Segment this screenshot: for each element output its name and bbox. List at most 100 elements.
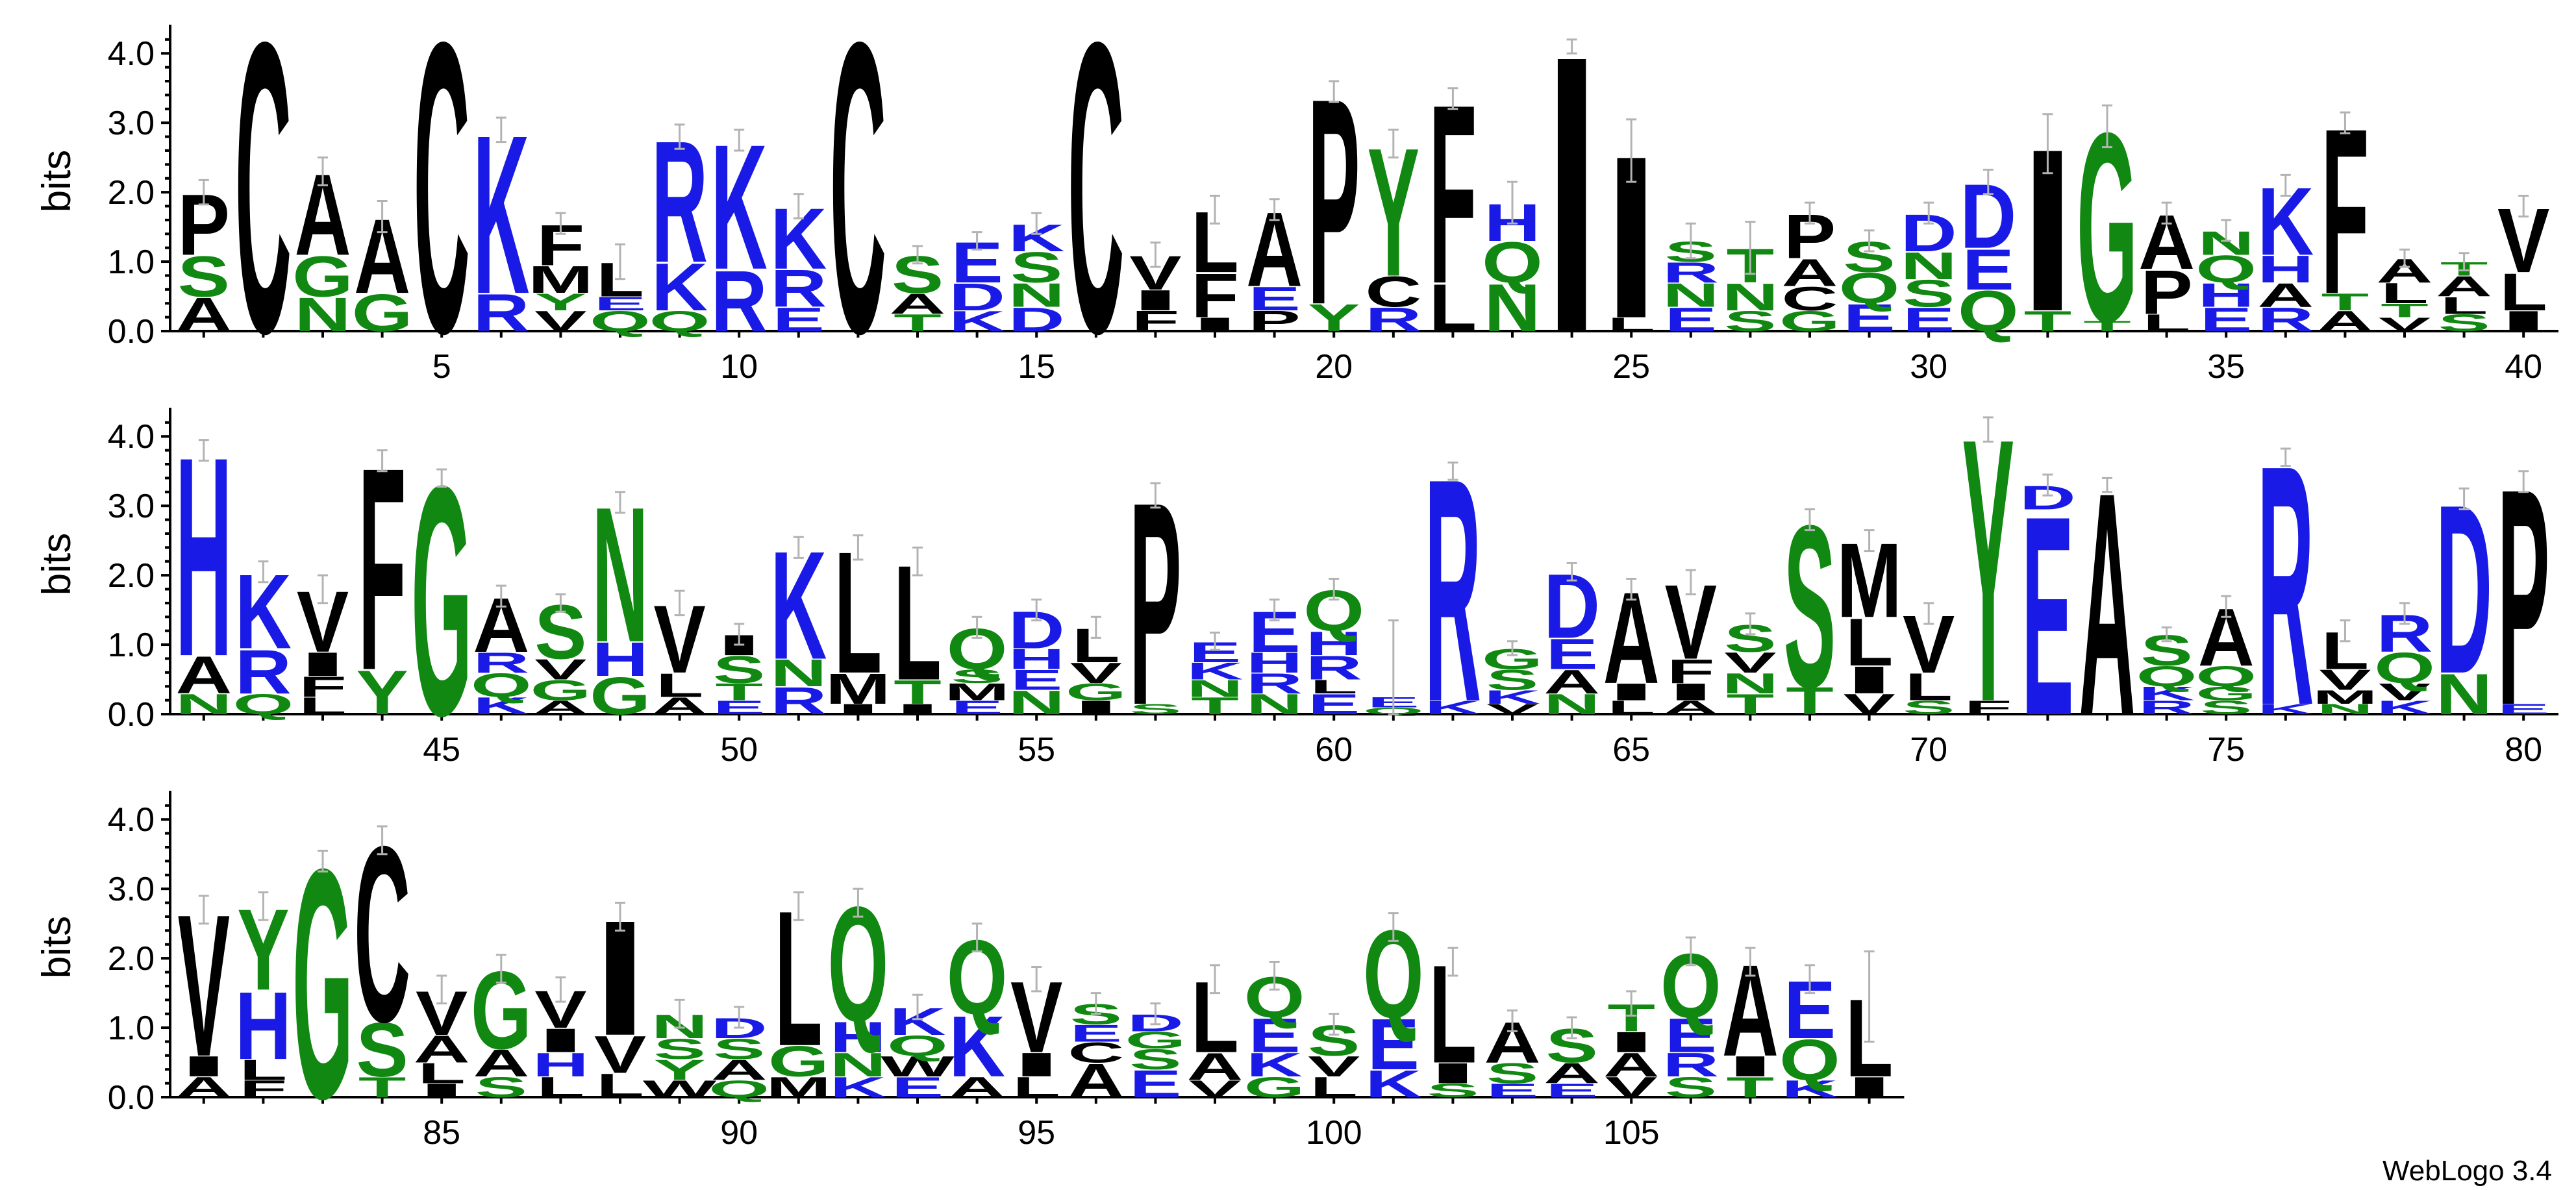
error-bar (555, 212, 566, 235)
x-tick-label: 70 (1910, 731, 1947, 769)
residue-A: A (1187, 1045, 1244, 1088)
residue-R: R (235, 637, 292, 707)
logo-column-101: KEQ (1363, 904, 1424, 1106)
residue-E: E (1248, 280, 1300, 317)
x-tick-label: 25 (1612, 348, 1650, 386)
logo-column-61: QE (1363, 619, 1424, 716)
logo-column-76: KR (2257, 395, 2314, 777)
error-bar (1507, 1009, 1518, 1032)
error-bar (377, 825, 388, 856)
error-bar (555, 976, 566, 1003)
error-bar (1566, 38, 1577, 55)
residue-S: S (713, 1033, 765, 1065)
error-bar (1329, 1013, 1340, 1036)
residue-Y: Y (356, 658, 408, 728)
residue-E: E (1665, 301, 1717, 338)
residue-R: R (1306, 649, 1362, 686)
x-tick-label: 10 (720, 348, 758, 386)
error-bar (1031, 212, 1042, 235)
y-tick-label: 0.0 (108, 1079, 155, 1117)
residue-I: I (1604, 1026, 1658, 1058)
logo-column-49: ALV (651, 586, 708, 719)
logo-column-52: IML (825, 515, 890, 717)
residue-E: E (2497, 701, 2549, 717)
logo-column-37: ATF (2317, 81, 2373, 343)
error-bar (1090, 615, 1101, 639)
residue-D: D (949, 276, 1005, 319)
residue-K: K (2377, 697, 2433, 718)
error-bar (1685, 222, 1696, 260)
error-bar (1447, 461, 1458, 481)
logo-column-104: EAS (1544, 1016, 1600, 1101)
residue-G: G (1066, 678, 1127, 706)
logo-column-88: LVI (593, 887, 647, 1105)
error-bar (1031, 599, 1042, 622)
residue-A: A (1782, 251, 1838, 294)
logo-column-13: TAS (890, 245, 946, 336)
residue-S: S (1903, 272, 1955, 315)
residue-N: N (1544, 688, 1600, 721)
x-tick-label: 15 (1018, 348, 1055, 386)
x-tick-label: 65 (1612, 731, 1650, 769)
error-bar (1923, 602, 1934, 625)
residue-L: L (596, 1067, 644, 1104)
logo-column-81: AIV (175, 873, 232, 1104)
residue-N: N (1901, 245, 1957, 288)
error-bar (1566, 1016, 1577, 1039)
logo-column-8: QEL (590, 243, 651, 338)
error-bar (674, 998, 685, 1029)
residue-L: L (299, 692, 347, 719)
residue-L: L (240, 1054, 288, 1087)
residue-N: N (1187, 675, 1244, 702)
residue-E: E (2021, 458, 2073, 776)
residue-L: L (1607, 314, 1655, 335)
residue-H: H (1246, 647, 1303, 679)
residue-N: N (2436, 662, 2492, 726)
residue-T: T (2024, 305, 2072, 338)
error-bar (436, 974, 447, 1005)
logo-column-22: LF (1429, 51, 1477, 345)
error-bar (2221, 219, 2232, 242)
residue-N: N (1722, 276, 1779, 319)
error-bar (971, 231, 982, 251)
logo-column-19: PEA (1246, 191, 1303, 338)
x-tick-label: 85 (423, 1114, 460, 1152)
residue-I: I (1604, 678, 1658, 705)
error-bar (495, 116, 506, 143)
residue-Q: Q (2374, 643, 2435, 692)
error-bar (1031, 965, 1042, 993)
residue-I: I (1664, 678, 1718, 705)
residue-C: C (414, 0, 470, 419)
residue-A: A (1603, 1046, 1660, 1084)
residue-E: E (1070, 1020, 1122, 1047)
residue-C: C (1068, 1037, 1124, 1069)
x-tick-label: 30 (1910, 348, 1947, 386)
error-bar (198, 439, 209, 462)
residue-R: R (2138, 697, 2195, 718)
logo-column-4: GA (352, 197, 413, 342)
error-bar (1269, 960, 1280, 991)
logo-column-27: SNT (1722, 221, 1779, 338)
residue-M: M (2312, 686, 2377, 708)
error-bar (2102, 477, 2112, 493)
residue-N: N (830, 1046, 886, 1084)
residue-A: A (414, 1028, 470, 1071)
error-bar (436, 468, 447, 488)
residue-M: M (528, 258, 593, 301)
residue-N: N (1662, 276, 1719, 314)
residue-R: R (473, 647, 529, 679)
logo-column-14: KDE (949, 230, 1005, 338)
residue-Q: Q (233, 688, 294, 721)
residue-K: K (830, 1071, 886, 1104)
residue-E: E (1545, 1080, 1597, 1101)
error-bar (1210, 631, 1220, 651)
